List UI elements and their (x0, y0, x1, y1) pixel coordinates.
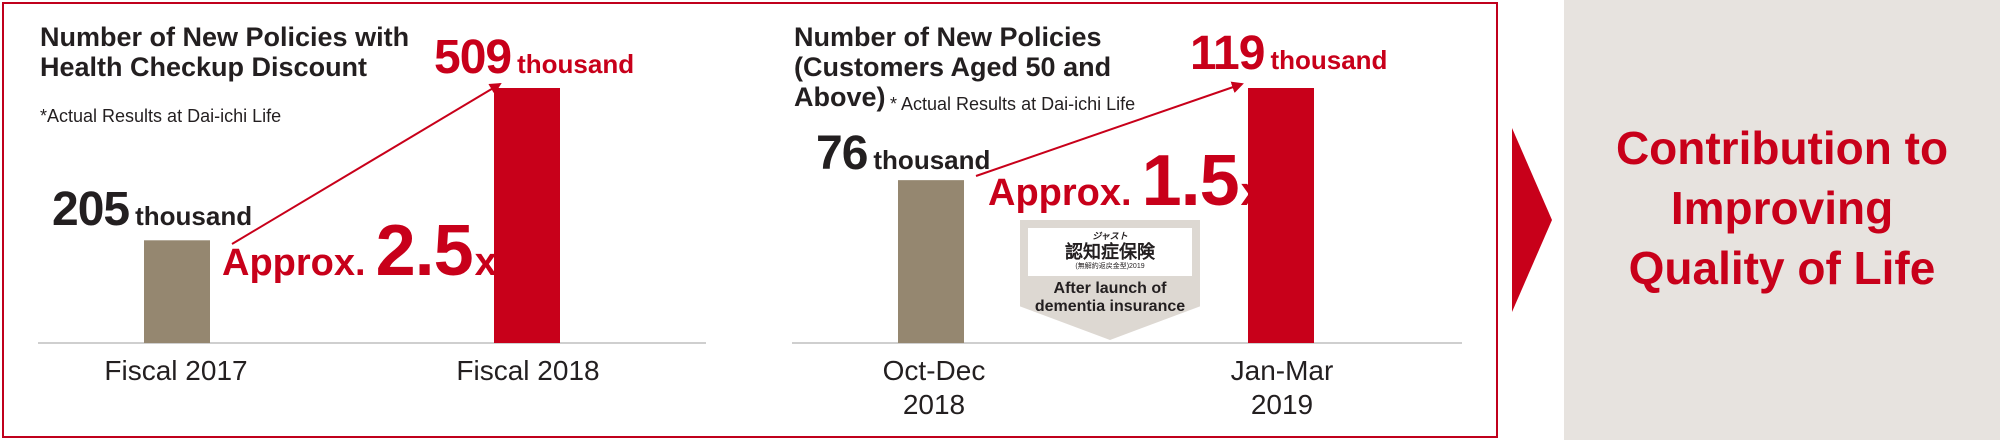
badge-caption-line2: dementia insurance (1034, 298, 1186, 315)
chart2-title-line1: Number of New Policies (794, 22, 1102, 52)
chart2-bar-1 (898, 180, 964, 343)
chart2-value-label-2: 119 thousand (1190, 26, 1387, 81)
chart1-bar-1 (144, 240, 210, 343)
chart2-category-1: Oct-Dec 2018 (814, 354, 1054, 422)
chart2-category-2-line1: Jan-Mar (1230, 355, 1334, 386)
chart2-bar-2 (1248, 88, 1314, 343)
logo-sub-text: (無解約返戻金型)2019 (1075, 263, 1145, 270)
chart2-value-label-1: 76 thousand (816, 126, 990, 181)
conclusion-text: Contribution to Improving Quality of Lif… (1564, 118, 2000, 298)
chart1-title-line2: Health Checkup Discount (40, 52, 368, 82)
chart2-category-1-line1: Oct-Dec (882, 355, 986, 386)
chart2-title: Number of New Policies (Customers Aged 5… (794, 22, 1111, 112)
conclusion-line2: Improving (1670, 182, 1894, 234)
chart2-multiplier-suffix: x (1240, 170, 1263, 214)
logo-small-text: ジャスト (1092, 231, 1128, 241)
chart2-multiplier-prefix: Approx. (988, 172, 1132, 214)
chart2-multiplier: Approx. 1.5x (988, 140, 1263, 222)
chart2-value-1: 76 (816, 127, 868, 180)
conclusion-line3: Quality of Life (1628, 242, 1936, 294)
chart2-unit-1: thousand (873, 145, 991, 175)
chart1-title: Number of New Policies with Health Check… (40, 22, 409, 82)
chart1-unit-1: thousand (135, 201, 253, 231)
conclusion-line1: Contribution to (1615, 122, 1949, 174)
chart2-multiplier-value: 1.5 (1141, 141, 1240, 221)
chart2-category-2-line2: 2019 (1250, 389, 1314, 420)
chart1-value-1: 205 (52, 183, 130, 236)
chart1-value-2: 509 (434, 31, 512, 84)
chart2-category-1-line2: 2018 (902, 389, 966, 420)
chart2-unit-2: thousand (1270, 45, 1388, 75)
badge-caption: After launch of dementia insurance (1020, 280, 1200, 316)
chart1-note: *Actual Results at Dai-ichi Life (40, 106, 282, 126)
chart1-multiplier-suffix: x (474, 240, 497, 284)
chart1-unit-2: thousand (517, 49, 635, 79)
logo-main-text: 認知症保険 (1065, 242, 1155, 262)
chart1-bar-2 (494, 88, 560, 343)
chart1-category-1-text: Fiscal 2017 (104, 355, 248, 386)
chart1-multiplier-value: 2.5 (375, 211, 474, 291)
chart2-value-2: 119 (1190, 27, 1265, 80)
chart2-note: * Actual Results at Dai-ichi Life (890, 94, 1136, 114)
chart2-category-2: Jan-Mar 2019 (1162, 354, 1402, 422)
conclusion-panel (1564, 0, 2000, 440)
badge-caption-line1: After launch of (1053, 280, 1167, 297)
chart2-title-line3: Above) (794, 82, 886, 112)
chart2-title-line2: (Customers Aged 50 and (794, 52, 1112, 82)
chart1-value-label-1: 205 thousand (52, 182, 252, 237)
chart1-category-2-text: Fiscal 2018 (456, 355, 600, 386)
chart1-category-2: Fiscal 2018 (408, 354, 648, 388)
chart1-title-line1: Number of New Policies with (40, 22, 410, 52)
chart1-value-label-2: 509 thousand (434, 30, 634, 85)
chart1-multiplier: Approx. 2.5x (222, 210, 497, 292)
chart1-trend-arrow (231, 82, 502, 245)
chart1-category-1: Fiscal 2017 (56, 354, 296, 388)
dementia-insurance-logo: ジャスト 認知症保険 (無解約返戻金型)2019 (1028, 228, 1192, 276)
chart2-trend-arrow (975, 81, 1244, 177)
chart1-multiplier-prefix: Approx. (222, 242, 366, 284)
